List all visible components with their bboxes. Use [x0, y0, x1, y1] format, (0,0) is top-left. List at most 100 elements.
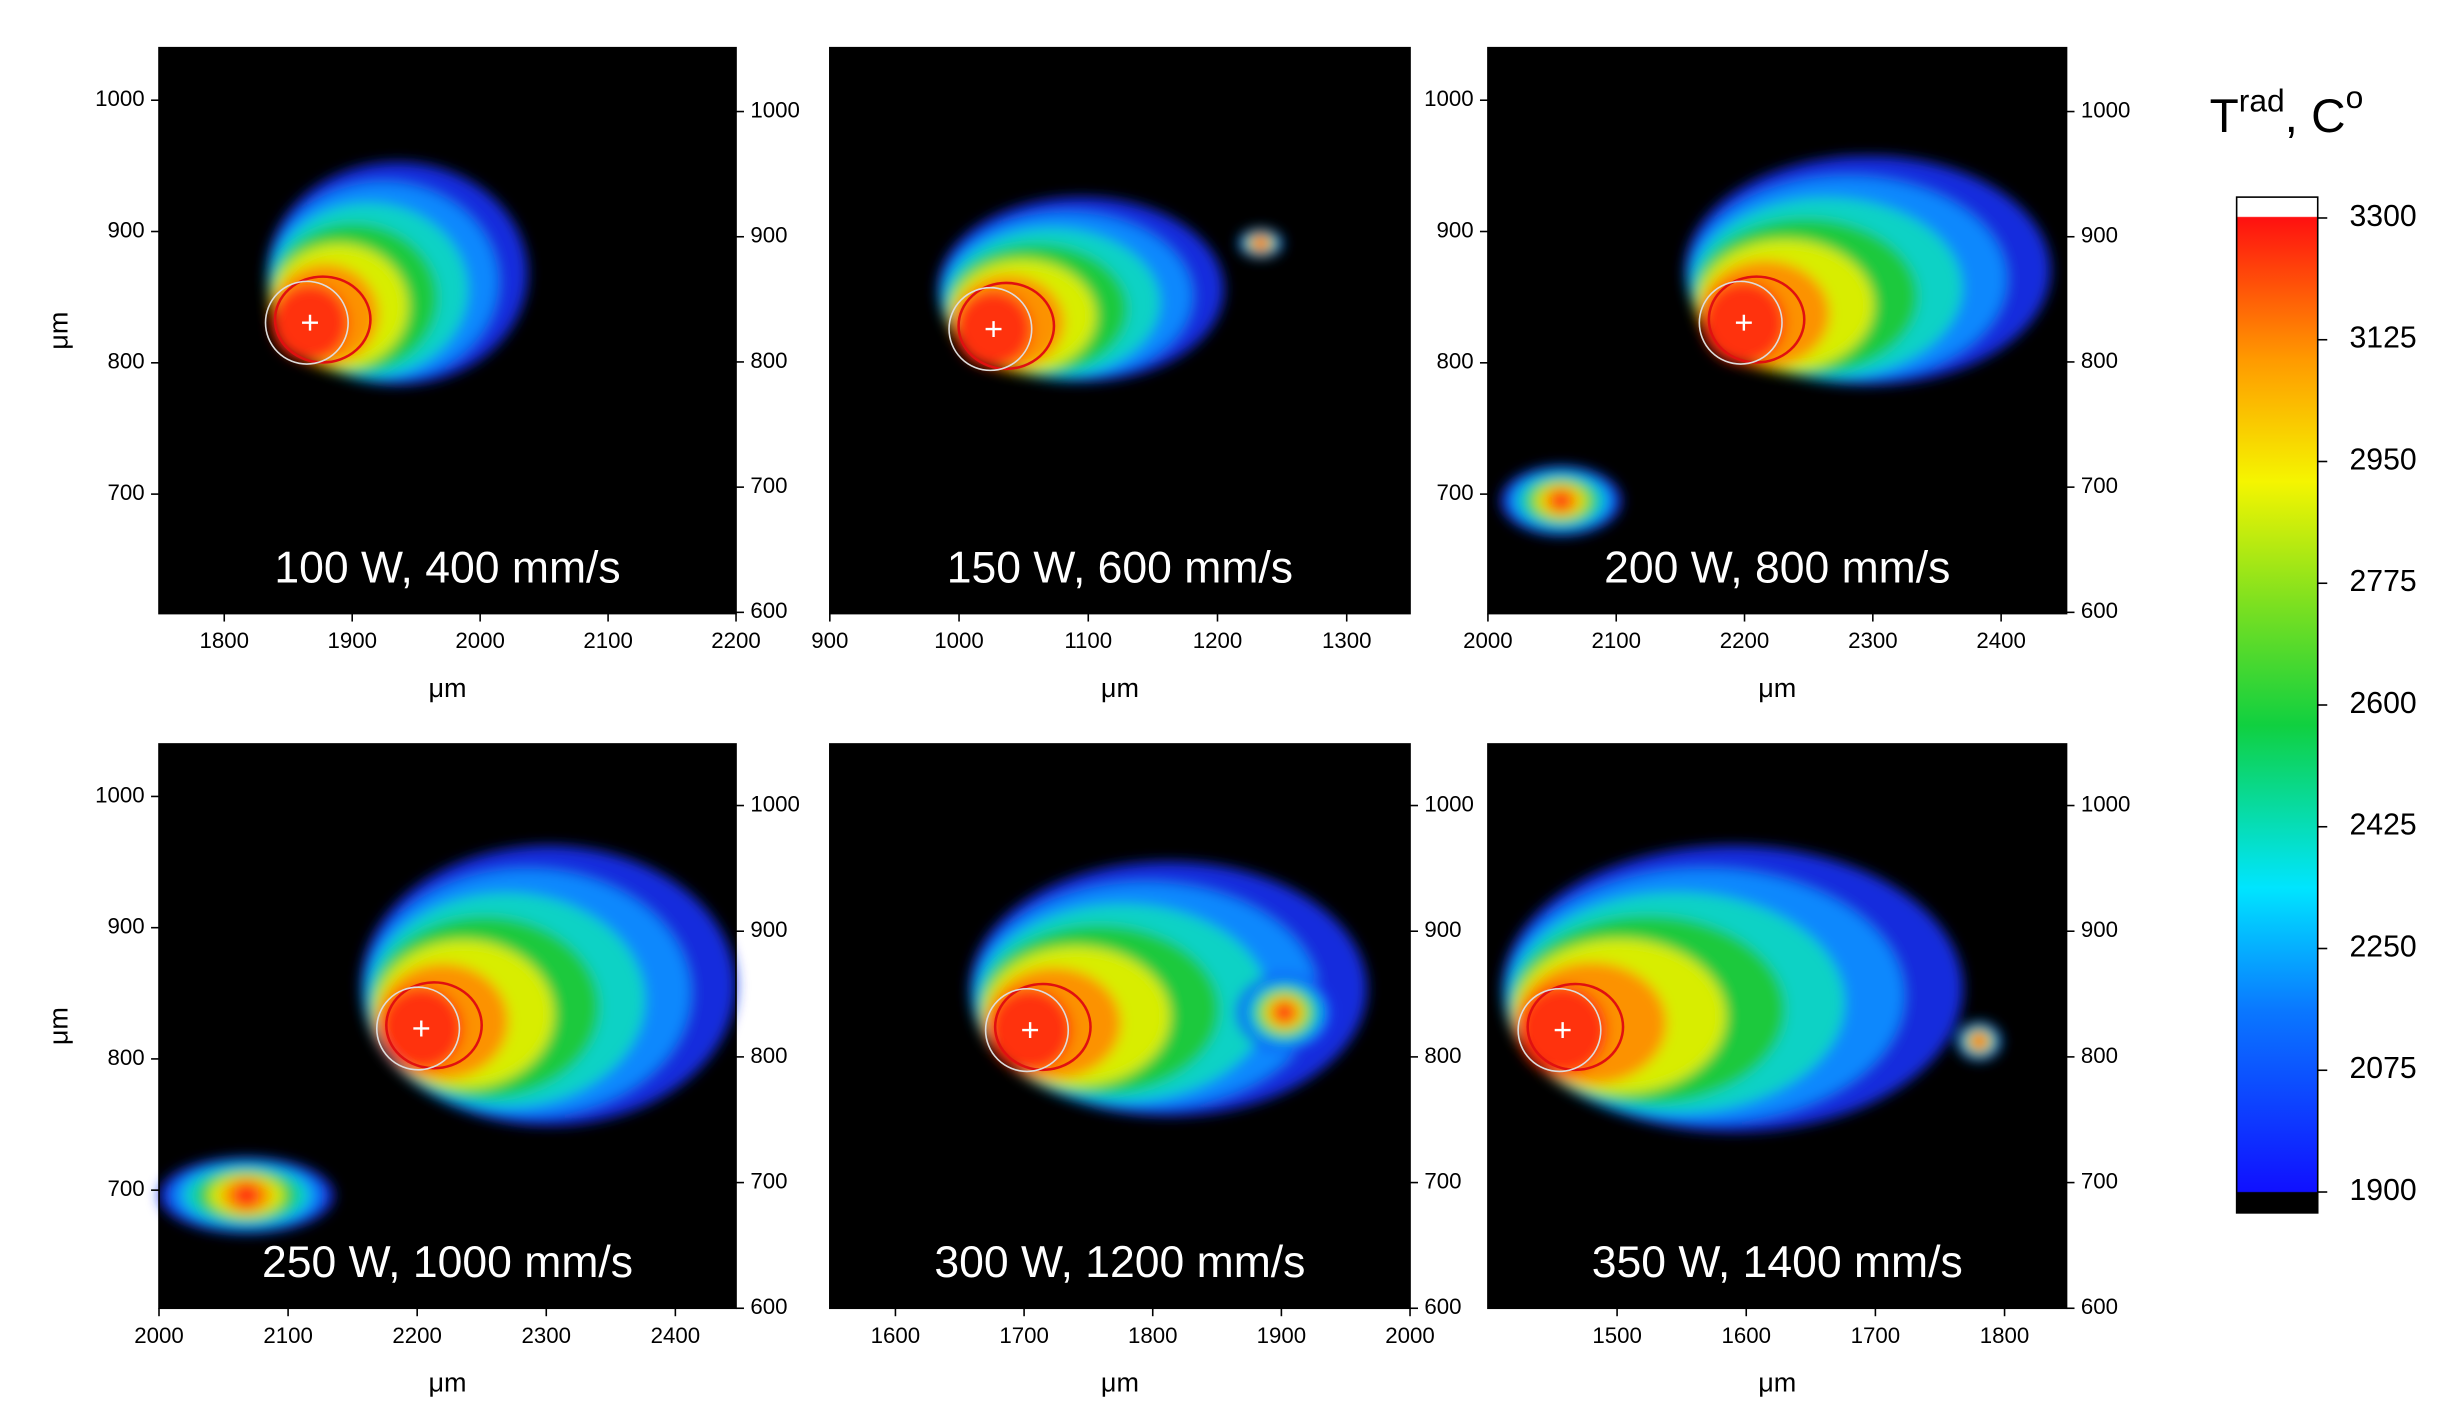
x-tick-label: 2000: [1385, 1323, 1434, 1348]
y-tick-label: 1000: [1424, 86, 1473, 111]
colorbar-tick-label: 2775: [2350, 565, 2417, 598]
x-tick-label: 2000: [455, 628, 505, 653]
annotation: 300 W, 1200 mm/s: [934, 1238, 1305, 1287]
x-tick-label: 2200: [1720, 628, 1770, 653]
x-tick-label: 900: [811, 628, 848, 653]
beam-spot: [264, 280, 349, 365]
x-tick-label: 1800: [1980, 1323, 2030, 1348]
temperature-zone: [1972, 1034, 1986, 1048]
x-tick-label: 1700: [999, 1323, 1049, 1348]
colorbar-title: Trad, Co: [2210, 80, 2364, 143]
y2-tick-label: 600: [2081, 1294, 2118, 1319]
plot-frame: [829, 743, 1411, 1310]
x-tick-label: 2000: [134, 1323, 184, 1348]
y-tick-label: 1000: [95, 86, 145, 111]
y2-tick-label: 600: [2081, 598, 2118, 623]
x-tick-label: 1800: [1128, 1323, 1178, 1348]
y2-tick-label: 900: [750, 917, 787, 942]
beam-center: [302, 314, 318, 331]
y2-tick-label: 900: [750, 223, 787, 248]
y-tick-label: 800: [108, 1045, 145, 1070]
y2-tick-label: 600: [750, 1294, 787, 1319]
x-axis-label: μm: [1758, 1368, 1796, 1398]
heatmap-image: [1500, 155, 2051, 536]
y2-tick-label: 800: [750, 348, 787, 373]
colorbar-title-part: o: [2346, 80, 2364, 116]
annotation: 100 W, 400 mm/s: [274, 543, 620, 592]
x-tick-label: 1500: [1592, 1323, 1642, 1348]
y-tick-label: 800: [1436, 349, 1473, 374]
y2-tick-label: 1000: [750, 97, 800, 122]
y2-tick-label: 1000: [750, 791, 800, 816]
x-tick-label: 2200: [711, 628, 761, 653]
x-axis-label: μm: [428, 673, 466, 703]
y-tick-label: 700: [1436, 480, 1473, 505]
x-tick-label: 1600: [871, 1323, 920, 1348]
x-tick-label: 1000: [934, 628, 983, 653]
y2-tick-label: 700: [2081, 1168, 2118, 1193]
x-tick-label: 1800: [200, 628, 250, 653]
colorbar-tick-label: 2075: [2350, 1052, 2417, 1085]
beam-center: [1554, 1022, 1571, 1039]
colorbar-tick-label: 3125: [2350, 322, 2417, 355]
plot-frame: [1487, 46, 2068, 615]
beam-center: [1735, 314, 1752, 331]
heatmap-image: [267, 162, 528, 385]
y-tick-label: 800: [108, 349, 145, 374]
y2-tick-label: 1000: [2081, 97, 2131, 122]
colorbar-tick-label: 2600: [2350, 687, 2417, 720]
y-tick-label: 700: [108, 480, 145, 505]
melt-pool-outline: [957, 281, 1056, 371]
x-axis-label: μm: [1758, 673, 1796, 703]
plot-frame: [829, 46, 1411, 615]
temperature-zone: [1274, 1003, 1294, 1023]
x-tick-label: 1300: [1322, 628, 1371, 653]
x-tick-label: 2300: [1848, 628, 1898, 653]
beam-center: [985, 321, 1002, 338]
y2-tick-label: 1000: [1424, 791, 1474, 816]
annotation: 350 W, 1400 mm/s: [1592, 1238, 1963, 1287]
plot-frame: [158, 46, 737, 615]
x-tick-label: 1900: [327, 628, 377, 653]
beam-spot: [1517, 987, 1602, 1073]
x-axis-label: μm: [1101, 673, 1139, 703]
colorbar-tick-label: 1900: [2350, 1174, 2417, 1207]
x-tick-label: 2000: [1463, 628, 1512, 653]
beam-spot: [1698, 280, 1783, 365]
y2-tick-label: 600: [750, 598, 787, 623]
x-axis-label: μm: [428, 1368, 466, 1398]
y2-tick-label: 700: [750, 1168, 787, 1193]
annotation: 200 W, 800 mm/s: [1604, 543, 1950, 592]
heatmap-image: [159, 845, 737, 1234]
melt-pool-outline: [273, 275, 372, 364]
x-tick-label: 1600: [1721, 1323, 1771, 1348]
y-axis-label: μm: [44, 1007, 74, 1045]
y-tick-label: 900: [1436, 217, 1473, 242]
beam-center: [413, 1020, 430, 1037]
y2-tick-label: 700: [750, 473, 787, 498]
x-axis-label: μm: [1101, 1368, 1139, 1398]
beam-spot: [984, 987, 1070, 1073]
y2-tick-label: 800: [750, 1043, 787, 1068]
melt-pool-outline: [993, 982, 1092, 1072]
colorbar-title-part: T: [2210, 90, 2239, 143]
colorbar-tick-label: 2950: [2350, 443, 2417, 476]
y-tick-label: 900: [108, 914, 145, 939]
beam-spot: [375, 986, 461, 1071]
y2-tick-label: 800: [2081, 348, 2118, 373]
melt-pool-outline: [1707, 275, 1806, 364]
y2-tick-label: 600: [1424, 1294, 1461, 1319]
colorbar-tick-label: 2425: [2350, 809, 2417, 842]
y-tick-label: 1000: [95, 782, 145, 807]
y2-tick-label: 800: [2081, 1043, 2118, 1068]
x-tick-label: 2400: [1976, 628, 2026, 653]
y2-tick-label: 700: [2081, 473, 2118, 498]
x-tick-label: 2100: [583, 628, 633, 653]
x-tick-label: 1100: [1064, 628, 1112, 653]
colorbar-tick-label: 3300: [2350, 200, 2417, 233]
annotation: 150 W, 600 mm/s: [947, 543, 1293, 592]
colorbar: [2235, 196, 2319, 1214]
y-tick-label: 900: [108, 217, 145, 242]
